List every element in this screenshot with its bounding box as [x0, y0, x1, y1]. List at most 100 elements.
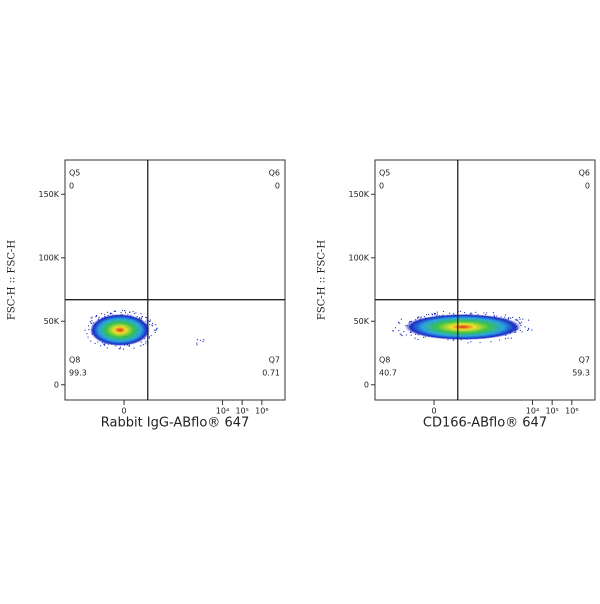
- event-dot: [155, 324, 157, 326]
- event-dot: [135, 312, 137, 314]
- event-dot: [436, 313, 439, 315]
- event-dot: [459, 310, 462, 312]
- event-dot: [400, 318, 402, 320]
- event-dot: [519, 318, 521, 320]
- event-dot: [417, 317, 419, 319]
- event-dot: [504, 337, 507, 340]
- event-dot: [526, 329, 529, 332]
- x-tick-label: 0: [122, 407, 127, 416]
- event-dot: [90, 340, 92, 342]
- event-dot: [518, 316, 521, 319]
- quadrant-percent: 0: [379, 182, 384, 191]
- event-dot: [151, 322, 154, 324]
- quadrant-percent: 0: [585, 182, 590, 191]
- x-tick-label: 10⁵: [545, 407, 558, 416]
- y-tick-label: 150K: [38, 190, 59, 199]
- quadrant-name: Q8: [69, 356, 80, 365]
- event-dot: [141, 315, 144, 318]
- event-dot: [121, 309, 124, 311]
- event-dot: [196, 339, 199, 341]
- quadrant-name: Q5: [69, 169, 80, 178]
- event-dot: [514, 319, 517, 321]
- event-dot: [519, 329, 521, 331]
- y-tick-label: 50K: [354, 317, 370, 326]
- x-axis-label: CD166-ABflo® 647: [423, 416, 547, 431]
- event-dot: [103, 344, 106, 346]
- event-dot: [510, 337, 513, 339]
- event-dot: [423, 315, 425, 318]
- event-dot: [467, 342, 469, 344]
- event-dot: [527, 329, 530, 331]
- event-dot: [528, 319, 530, 321]
- quadrant-name: Q6: [269, 169, 280, 178]
- quadrant-name: Q5: [379, 169, 390, 178]
- event-dot: [496, 315, 498, 317]
- event-dot: [87, 336, 89, 338]
- event-dot: [516, 319, 518, 321]
- event-dot: [486, 312, 488, 314]
- event-dot: [153, 329, 155, 331]
- event-dot: [504, 316, 506, 318]
- event-dot: [463, 312, 466, 314]
- event-dot: [149, 319, 152, 321]
- event-dot: [142, 344, 144, 346]
- event-dot: [531, 329, 533, 331]
- event-dot: [114, 310, 116, 312]
- event-dot: [120, 312, 122, 314]
- event-dot: [145, 316, 147, 319]
- x-tick-label: 10⁶: [565, 407, 578, 416]
- event-dot: [91, 316, 93, 318]
- event-dot: [524, 326, 526, 328]
- event-dot: [100, 312, 103, 315]
- event-dot: [88, 328, 90, 331]
- event-dot: [150, 335, 152, 337]
- event-dot: [470, 341, 472, 343]
- event-dot: [507, 337, 509, 339]
- event-dot: [417, 338, 419, 341]
- event-dot: [145, 341, 147, 343]
- event-dot: [149, 323, 151, 326]
- event-dot: [106, 347, 108, 349]
- event-dot: [95, 316, 97, 318]
- x-tick-label: 0: [432, 407, 437, 416]
- event-dot: [405, 334, 407, 336]
- density-blob: [405, 314, 521, 340]
- event-dot: [89, 320, 91, 323]
- event-dot: [433, 313, 436, 315]
- event-dot: [414, 337, 416, 339]
- plot-frame: [374, 159, 596, 401]
- panel: 0 50K 100K 150K 0 10⁴ 10⁵ 10⁶ CD166-ABflo® 647 FS…: [317, 159, 596, 431]
- event-dot: [420, 316, 422, 318]
- event-dot: [452, 313, 454, 315]
- quadrant-percent: 40.7: [379, 369, 397, 378]
- event-dot: [403, 331, 405, 333]
- event-dot: [148, 337, 150, 339]
- x-tick-label: 10⁴: [216, 407, 229, 416]
- event-dot: [520, 321, 523, 323]
- quadrant-percent: 0: [69, 182, 74, 191]
- event-dot: [104, 313, 106, 315]
- event-dot: [475, 311, 477, 313]
- event-dot: [498, 339, 501, 341]
- quadrant-name: Q7: [579, 356, 590, 365]
- event-dot: [111, 312, 113, 315]
- event-dot: [398, 321, 400, 324]
- event-dot: [140, 341, 142, 343]
- event-dot: [155, 328, 158, 330]
- event-dot: [492, 312, 495, 314]
- event-dot: [485, 313, 487, 316]
- event-dot: [479, 341, 481, 344]
- event-dot: [87, 325, 90, 327]
- event-dot: [399, 322, 401, 324]
- event-dot: [522, 318, 524, 320]
- quadrant-percent: 99.3: [69, 369, 87, 378]
- event-dot: [392, 330, 394, 332]
- y-axis-label: FSC-H :: FSC-H: [7, 240, 18, 320]
- x-tick-label: 10⁵: [235, 407, 248, 416]
- event-dot: [98, 316, 100, 318]
- quadrant-percent: 0: [275, 182, 280, 191]
- y-axis-label: FSC-H :: FSC-H: [317, 240, 328, 320]
- event-dot: [431, 313, 433, 315]
- event-dot: [436, 311, 438, 313]
- event-dot: [519, 323, 521, 325]
